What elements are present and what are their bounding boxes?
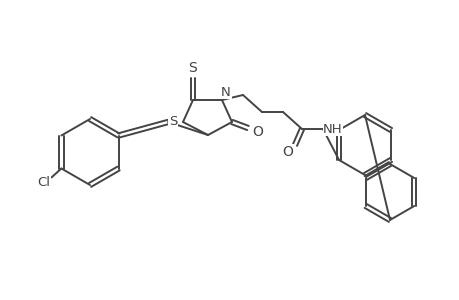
Text: S: S <box>168 115 177 128</box>
Text: S: S <box>188 61 197 75</box>
Text: N: N <box>221 85 230 98</box>
Text: O: O <box>282 145 293 159</box>
Text: NH: NH <box>323 122 342 136</box>
Text: O: O <box>252 125 263 139</box>
Text: Cl: Cl <box>37 176 50 189</box>
